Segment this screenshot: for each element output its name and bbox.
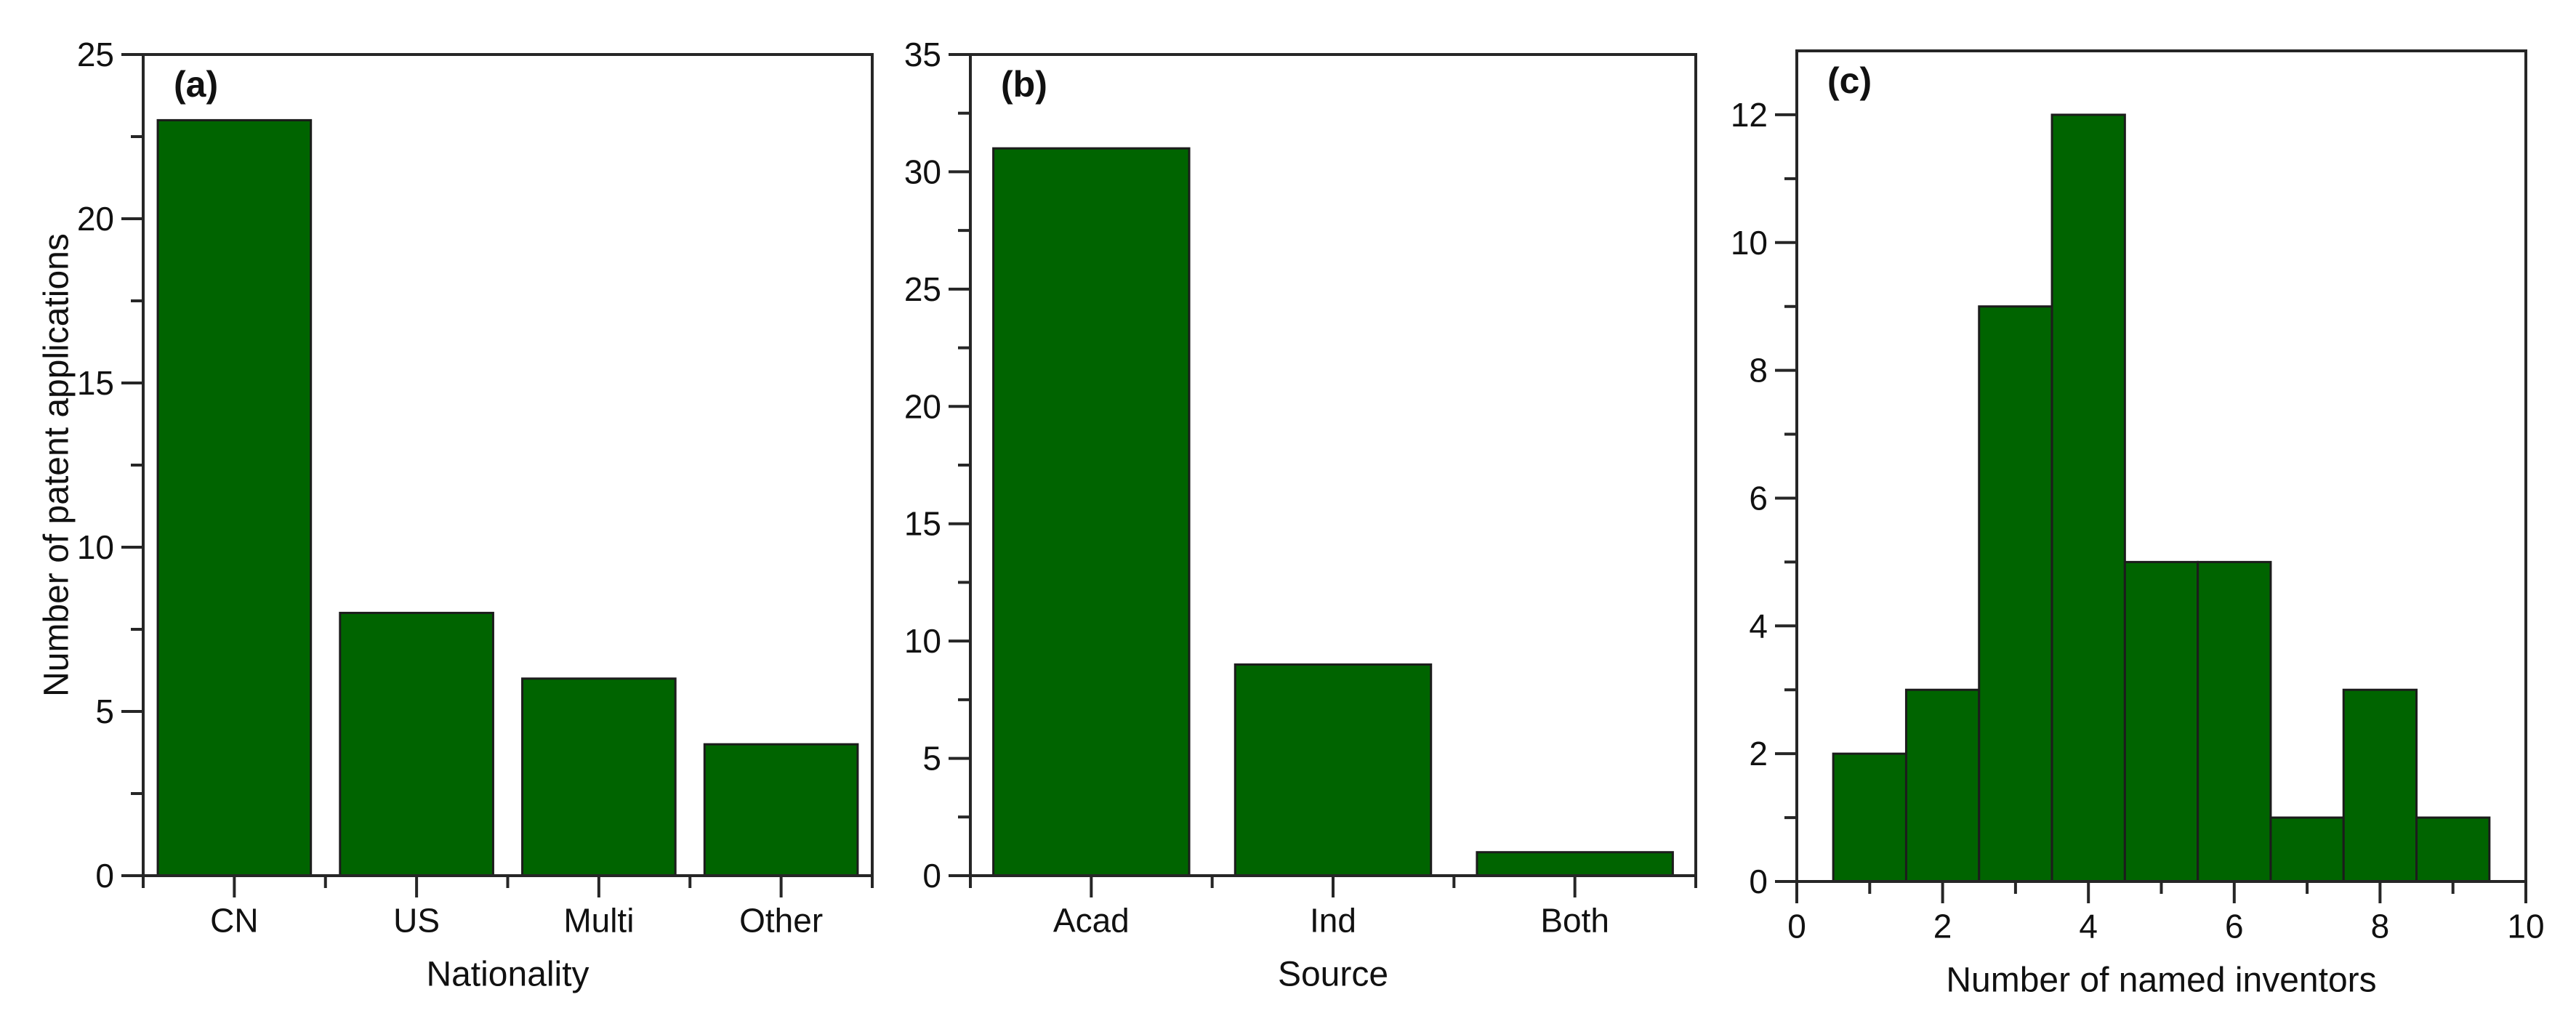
panel-letter-c: (c): [1827, 60, 1872, 101]
y-tick-label: 0: [95, 857, 114, 895]
histogram-bin-8: [2342, 688, 2418, 883]
x-tick-label: Ind: [1310, 902, 1356, 940]
panel-b: 0 5 10 15 20 25 30 35 Acad Ind Both Source (b): [904, 36, 1697, 994]
bar-US: [339, 611, 494, 877]
y-tick-label: 12: [1731, 96, 1768, 134]
y-tick-label: 2: [1749, 735, 1768, 772]
x-tick-label: 10: [2507, 908, 2544, 945]
y-tick-label: 4: [1749, 607, 1768, 645]
x-tick-label: 4: [2079, 908, 2098, 945]
x-tick-label: Acad: [1053, 902, 1130, 940]
x-axis-title: Source: [1278, 956, 1388, 994]
panel-a: 0 5 10 15 20 25 CN US Multi Other Nationality Numbe…: [38, 36, 874, 994]
bar-Acad: [992, 147, 1191, 877]
x-tick-label: 0: [1787, 908, 1806, 945]
y-tick-label: 6: [1749, 479, 1768, 517]
y-tick-label: 5: [95, 693, 114, 730]
y-tick-label: 35: [904, 36, 941, 73]
y-tick-label: 8: [1749, 352, 1768, 390]
histogram-bin-9: [2415, 816, 2491, 883]
y-tick-label: 25: [77, 36, 114, 73]
y-tick-label: 5: [922, 740, 941, 778]
y-tick-label: 0: [1749, 863, 1768, 900]
x-tick-label: 6: [2225, 908, 2244, 945]
y-tick-label: 10: [77, 528, 114, 566]
y-tick-label: 20: [904, 387, 941, 425]
histogram-bin-6: [2197, 560, 2272, 883]
histogram-bin-7: [2269, 816, 2345, 883]
bar-Other: [703, 743, 859, 877]
x-tick-label: Other: [739, 902, 823, 940]
bar-Ind: [1233, 663, 1433, 877]
y-tick-label: 25: [904, 270, 941, 308]
x-tick-label: 2: [1933, 908, 1952, 945]
histogram-bin-5: [2123, 560, 2199, 883]
x-tick-label: Both: [1540, 902, 1609, 940]
panel-letter-a: (a): [174, 64, 218, 105]
y-tick-label: 10: [1731, 224, 1768, 262]
y-tick-label: 0: [922, 857, 941, 895]
bar-Multi: [521, 677, 677, 877]
y-axis-title: Number of patent applications: [38, 233, 76, 697]
x-axis-title: Nationality: [426, 956, 589, 994]
x-tick-label: 8: [2371, 908, 2390, 945]
histogram-bin-1: [1832, 752, 1907, 883]
y-tick-label: 20: [77, 200, 114, 238]
x-axis-title: Number of named inventors: [1946, 961, 2376, 1000]
y-tick-label: 15: [77, 364, 114, 402]
x-tick-label: Multi: [563, 902, 634, 940]
histogram-bin-3: [1978, 305, 2053, 883]
y-tick-label: 10: [904, 622, 941, 660]
histogram-bin-4: [2050, 113, 2126, 883]
x-tick-label: CN: [210, 902, 258, 940]
panel-letter-b: (b): [1001, 64, 1047, 105]
x-tick-label: US: [393, 902, 440, 940]
panel-c: 0 2 4 6 8 10 12 0 2 4 6 8 10 Number of named inventor…: [1731, 49, 2545, 1000]
y-tick-label: 30: [904, 153, 941, 190]
bar-Both: [1476, 851, 1674, 877]
y-tick-label: 15: [904, 505, 941, 543]
bar-CN: [156, 118, 313, 877]
histogram-bin-2: [1904, 688, 1981, 883]
